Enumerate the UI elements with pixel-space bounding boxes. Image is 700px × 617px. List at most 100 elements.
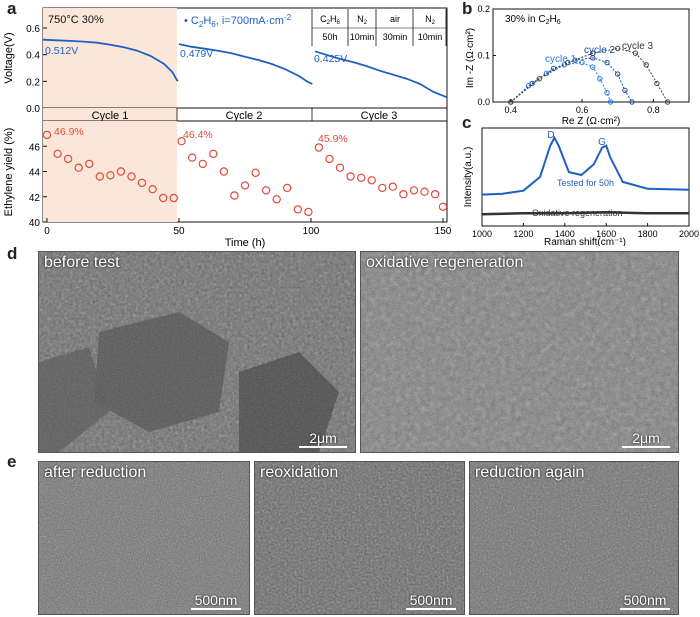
yield-point: [261, 186, 271, 195]
nyquist-ytick-label: 0.1: [477, 51, 490, 61]
scale-bar-reduction-again: 500nm: [620, 592, 670, 610]
voltage-series-group: [42, 38, 448, 99]
yield-point: [209, 149, 218, 158]
yield-point: [325, 154, 334, 164]
nyquist-ytick-label: 0.0: [477, 97, 490, 107]
yield-ytick-label: 46: [29, 142, 41, 153]
voltage-ytick-label: 0.2: [26, 77, 40, 88]
yield-point: [230, 191, 239, 200]
raman-series-group: [481, 135, 690, 216]
voltage-ytick-label: 0.6: [26, 24, 40, 35]
voltage-ytick-label: 0.0: [26, 104, 40, 115]
protocol-time-4: 10min: [418, 32, 443, 42]
scale-text-reoxidation: 500nm: [409, 592, 453, 608]
sem-label-reduction-again: reduction again: [475, 464, 585, 481]
protocol-table: C2H6 N2 air N2 50h 10min 30min 10min: [311, 9, 447, 46]
nyquist-point: [615, 71, 621, 77]
sem-reoxidation-texture: [255, 462, 464, 614]
cycle2-label: Cycle 2: [226, 110, 263, 122]
yield-point: [169, 193, 178, 203]
panel-label-d: d: [7, 244, 18, 263]
raman-frame: [481, 127, 690, 227]
start-voltage-cycle1: 0.512V: [45, 45, 78, 57]
yield-point: [198, 159, 207, 169]
yield-point: [240, 181, 250, 190]
voltage-line-cycle3: [314, 50, 448, 99]
scale-text-reduction-again: 500nm: [623, 592, 667, 608]
legend-sup: -2: [284, 13, 292, 22]
sem-label-reoxidation: reoxidation: [260, 464, 339, 481]
nyquist-point: [536, 76, 543, 82]
nyquist-point: [597, 76, 603, 82]
protocol-header-2: N2: [357, 14, 368, 26]
cycle1-strip-shade: [43, 108, 177, 121]
yield-xtick-label: 0: [44, 226, 50, 237]
nyquist-point: [579, 59, 585, 66]
yield-ytick-label: 44: [29, 168, 41, 179]
raman-label-tested: Tested for 50h: [557, 178, 614, 188]
voltage-ytick-label: 0.4: [26, 51, 40, 62]
yield-xlabel: Time (h): [225, 237, 266, 249]
sem-before-test-texture: [39, 252, 355, 452]
voltage-ylabel: Voltage(V): [3, 32, 15, 83]
yield-point: [420, 187, 429, 196]
yield-ytick-label: 40: [29, 218, 41, 229]
nyquist-point: [664, 99, 671, 105]
scale-bar-after-reduction: 500nm: [191, 592, 241, 610]
raman-xtick-label: 1600: [596, 229, 616, 239]
yield-point: [378, 183, 387, 193]
sem-label-oxidative-regeneration: oxidative regeneration: [366, 254, 524, 271]
voltage-line-cycle1: [42, 38, 179, 82]
yield-point: [74, 163, 83, 172]
raman-xtick-label: 1800: [638, 229, 658, 239]
yield-start-cycle3: 45.9%: [318, 133, 348, 145]
protocol-time-2: 10min: [350, 32, 375, 42]
scale-bar-reoxidation: 500nm: [406, 592, 456, 610]
nyquist-point: [590, 64, 596, 70]
nyquist-title: 30% in C2H6: [505, 14, 561, 26]
sem-before-test: before test 2μm: [38, 251, 356, 453]
sem-oxidative-texture: [361, 252, 678, 452]
nyquist-point: [622, 87, 628, 94]
scale-text-oxidative: 2μm: [632, 430, 660, 446]
nyquist-point: [604, 59, 610, 66]
panel-a-charts: 0.0 0.2 0.4 0.6 Voltage(V) 750°C 30% • C2H6…: [3, 7, 452, 249]
yield-point: [346, 172, 355, 181]
yield-start-cycle2: 46.4%: [183, 129, 213, 141]
legend-h: H: [203, 15, 211, 27]
protocol-header-1: C2H6: [320, 14, 340, 26]
nyquist-point: [543, 70, 550, 76]
raman-xlabel: Raman shift(cm⁻¹): [544, 237, 626, 246]
raman-line-1: [481, 135, 690, 196]
raman-label-oxidative: Oxidative regeneration: [532, 208, 623, 218]
nyquist-point: [565, 59, 571, 66]
nyquist-ticks: 0.0 0.1 0.2 0.4 0.6 0.8: [477, 4, 659, 115]
yield-point: [127, 172, 136, 181]
panel-label-a: a: [7, 0, 17, 18]
sem-reoxidation: reoxidation 500nm: [254, 461, 465, 615]
yield-point: [357, 173, 366, 182]
raman-ylabel: Intensity(a.u.): [463, 147, 474, 208]
nyquist-label-cycle3: cycle 3: [622, 41, 654, 52]
nyquist-xtick-label: 0.4: [505, 105, 518, 115]
yield-xtick-label: 50: [173, 226, 185, 237]
sem-after-reduction-texture: [39, 462, 249, 614]
yield-point: [63, 154, 73, 164]
yield-point: [42, 130, 52, 140]
legend-c: C: [191, 15, 199, 27]
yield-point: [438, 202, 448, 211]
nyquist-point: [607, 99, 614, 105]
yield-point: [95, 172, 105, 181]
yield-points-group: [42, 130, 448, 217]
yield-point: [304, 207, 313, 217]
sem-reduction-again: reduction again 500nm: [469, 461, 679, 615]
protocol-time-3: 30min: [383, 32, 408, 42]
yield-point: [272, 195, 281, 204]
yield-point: [158, 193, 168, 203]
yield-point: [219, 167, 229, 176]
nyquist-frame: [492, 8, 690, 103]
cycle3-label: Cycle 3: [361, 110, 398, 122]
nyquist-ytick-label: 0.2: [477, 4, 490, 14]
yield-point: [177, 136, 186, 146]
